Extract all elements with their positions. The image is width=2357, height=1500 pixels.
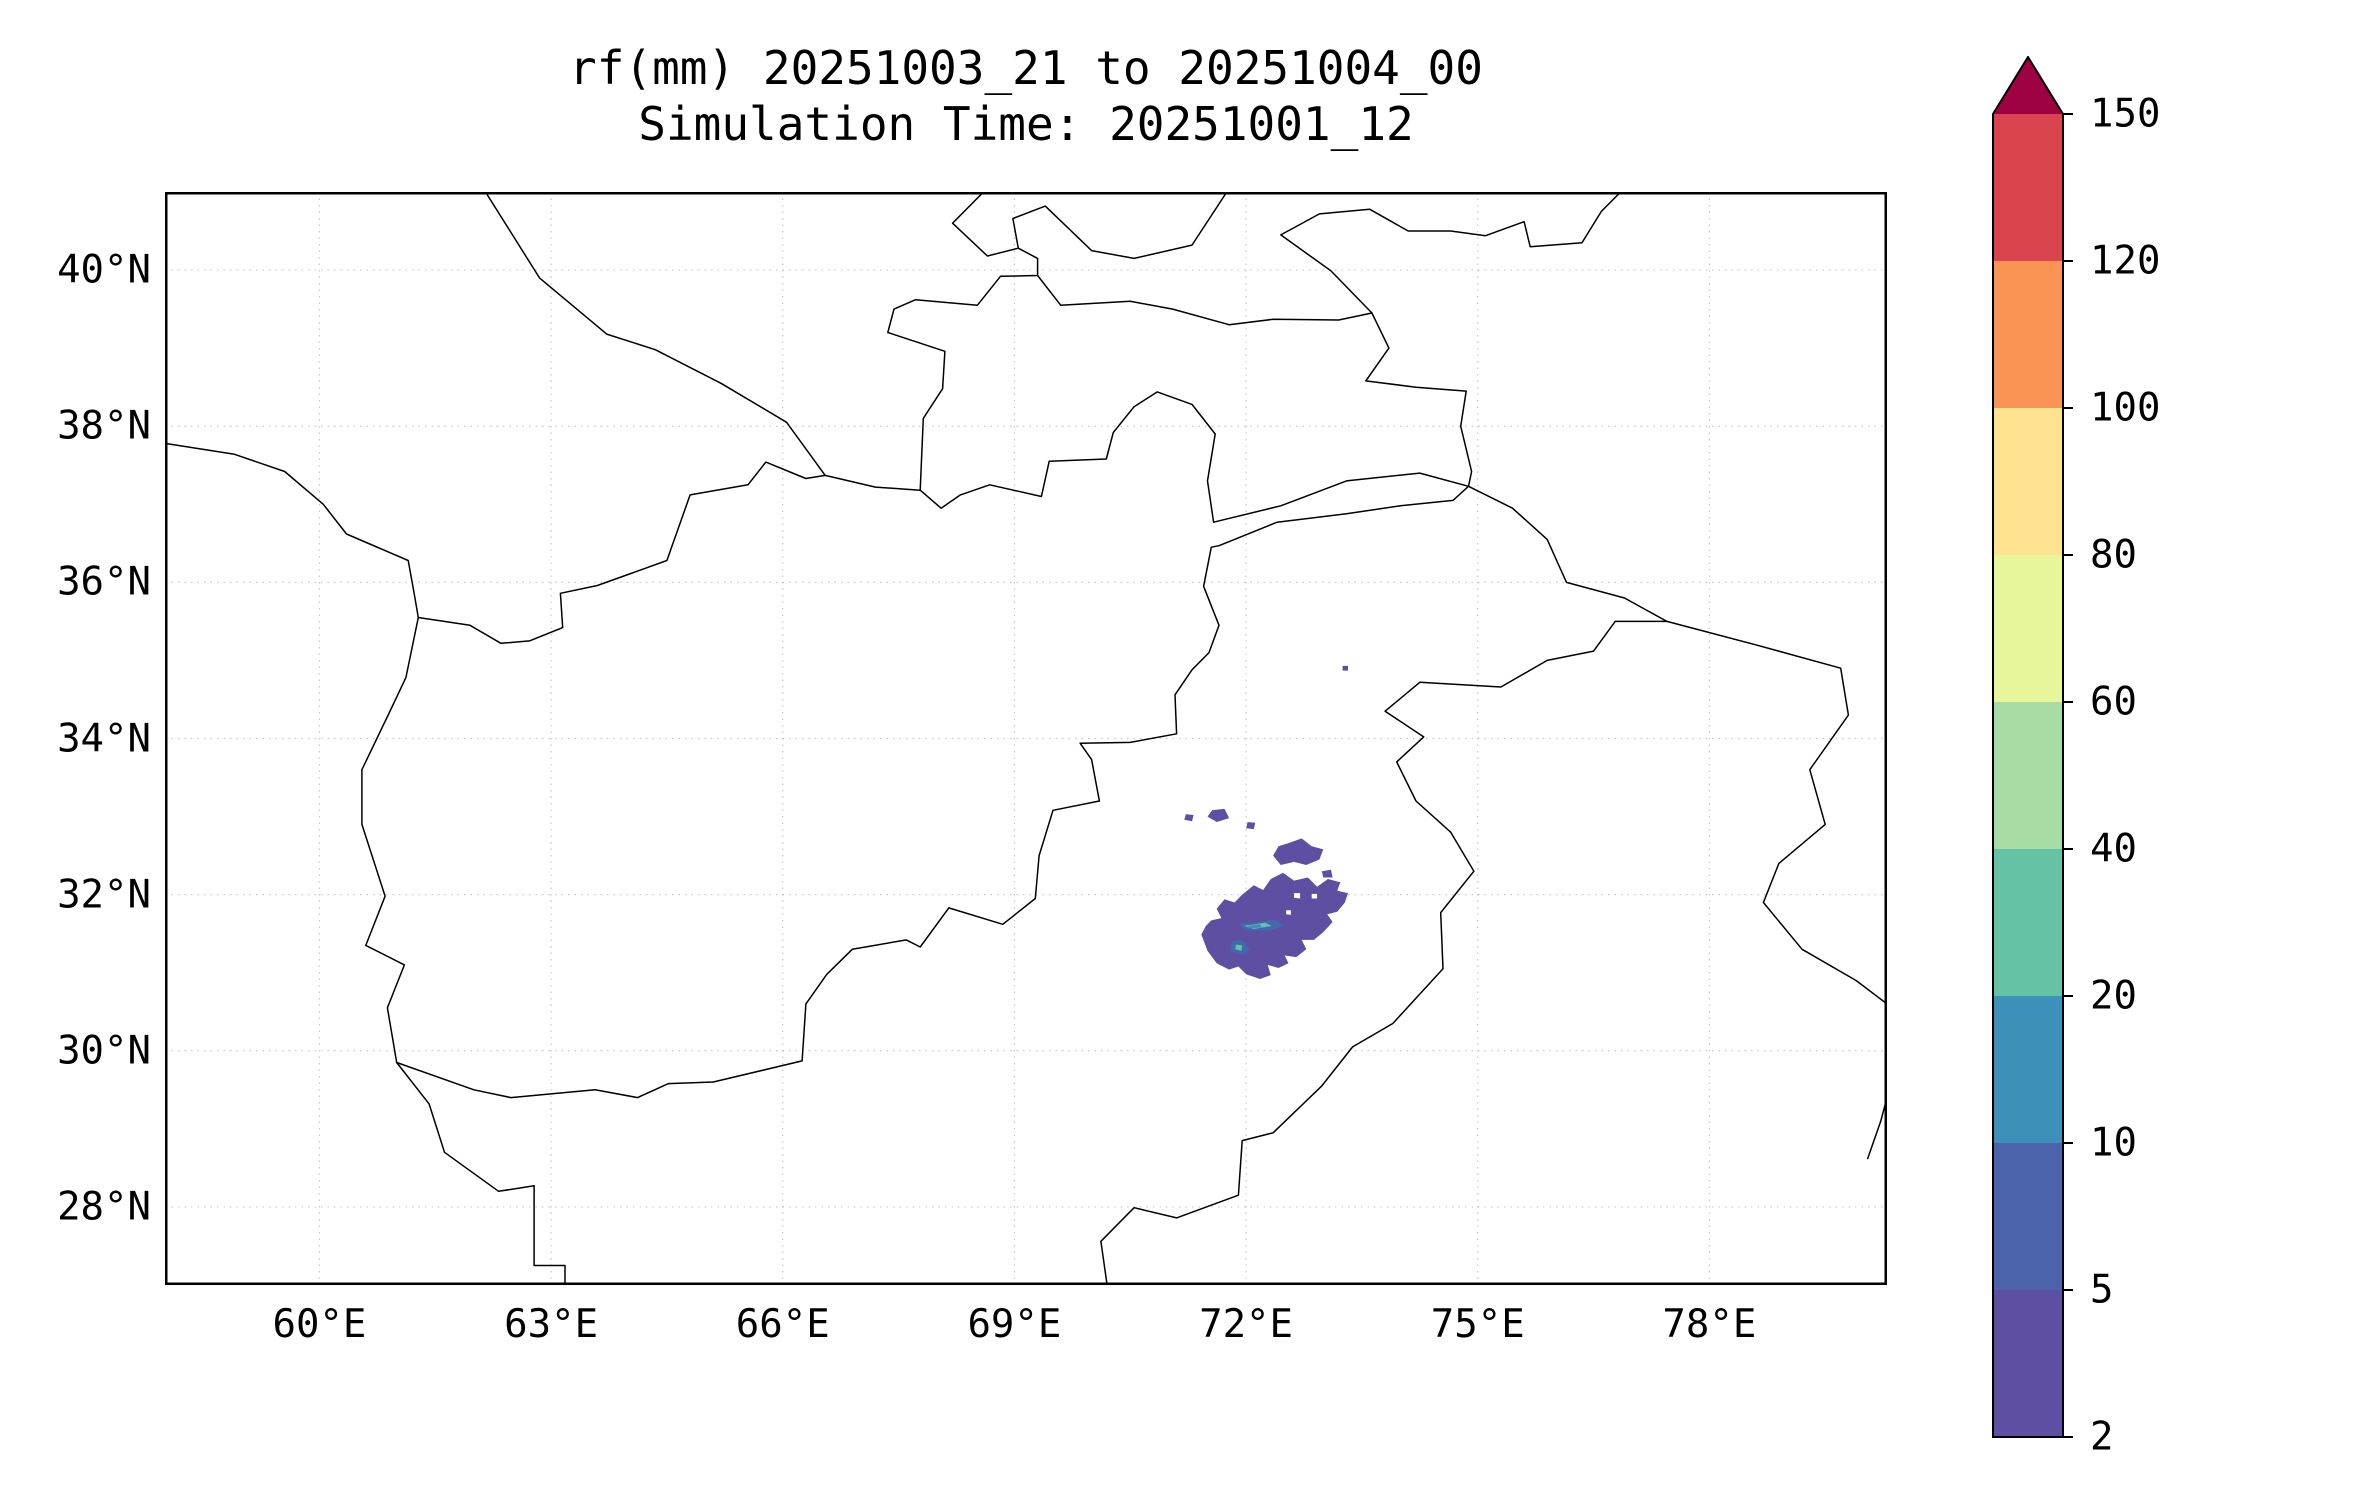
rainfall-contour — [1273, 838, 1324, 865]
colorbar — [1992, 56, 2073, 1438]
rainfall-contour — [1247, 924, 1262, 929]
colorbar-segment — [1993, 555, 2063, 702]
x-tick-label: 75°E — [1430, 1302, 1525, 1347]
rainfall-contour — [1311, 893, 1318, 899]
border-kashmir-line-of-control — [1384, 620, 1668, 833]
colorbar-tick-label: 60 — [2090, 679, 2137, 725]
colorbar-segment — [1993, 1290, 2063, 1437]
colorbar-tick-label: 2 — [2090, 1414, 2114, 1460]
border-tajikistan-china — [1365, 312, 1473, 488]
border-afghanistan-pakistan — [395, 485, 1470, 1099]
y-tick-label: 36°N — [57, 559, 151, 605]
rainfall-contour — [1184, 814, 1194, 822]
x-tick-label: 60°E — [272, 1302, 367, 1347]
rainfall-contour — [1246, 822, 1256, 830]
y-tick-label: 40°N — [57, 247, 151, 293]
border-india-pakistan — [1100, 831, 1475, 1285]
plot-title: rf(mm) 20251003_21 to 20251004_00 — [569, 41, 1483, 95]
border-india-nepal — [1866, 1096, 1887, 1160]
colorbar-tick-label: 80 — [2090, 532, 2137, 578]
border-uzbekistan-tajikistan — [887, 192, 1039, 491]
colorbar-tick-label: 40 — [2090, 826, 2137, 872]
border-turkmenistan-uzbekistan — [484, 192, 826, 477]
border-iran-pakistan — [395, 1061, 566, 1285]
colorbar-segment — [1993, 702, 2063, 849]
border-iran-turkmenistan — [165, 442, 420, 619]
map-axes — [165, 192, 1887, 1285]
x-tick-label: 63°E — [504, 1302, 599, 1347]
colorbar-segment — [1993, 1143, 2063, 1290]
border-pakistan-china — [1467, 485, 1668, 623]
y-tick-label: 32°N — [57, 872, 151, 918]
plot-subtitle: Simulation Time: 20251001_12 — [638, 97, 1414, 151]
rainfall-contour — [1294, 893, 1301, 899]
border-kyrgyzstan-tajikistan-china — [1036, 192, 1622, 326]
y-tick-label: 30°N — [57, 1028, 151, 1074]
colorbar-segment — [1993, 996, 2063, 1143]
map-frame — [165, 192, 1887, 1285]
colorbar-tick-label: 150 — [2090, 91, 2161, 137]
colorbar-segment — [1993, 849, 2063, 996]
colorbar-tick-label: 100 — [2090, 385, 2161, 431]
colorbar-segment — [1993, 114, 2063, 261]
title-block: rf(mm) 20251003_21 to 20251004_00 Simula… — [165, 40, 1887, 152]
rainfall-contour — [1235, 944, 1243, 951]
border-turkmenistan-afghanistan — [417, 461, 826, 645]
border-iran-afghanistan — [361, 616, 420, 1064]
colorbar-outline — [1992, 56, 2064, 1438]
border-afghanistan-north — [824, 391, 1470, 523]
x-tick-label: 69°E — [967, 1302, 1062, 1347]
rainfall-contour — [1207, 808, 1230, 822]
colorbar-segment — [1993, 408, 2063, 555]
colorbar-tick-label: 10 — [2090, 1120, 2137, 1166]
rainfall-contour — [1286, 910, 1291, 915]
border-fergana-valley-north — [1012, 192, 1228, 260]
colorbar-segment — [1993, 261, 2063, 408]
x-tick-label: 78°E — [1662, 1302, 1757, 1347]
y-tick-label: 34°N — [57, 716, 151, 761]
map-plot — [165, 192, 1887, 1285]
y-tick-label: 38°N — [57, 403, 151, 449]
border-india-china — [1666, 620, 1887, 1005]
y-tick-label: 28°N — [57, 1184, 151, 1230]
x-tick-label: 72°E — [1199, 1302, 1294, 1347]
colorbar-tick-label: 120 — [2090, 238, 2161, 284]
colorbar-over-arrow — [1993, 57, 2063, 114]
rainfall-contour — [1321, 869, 1333, 878]
colorbar-tick-label: 20 — [2090, 973, 2137, 1019]
x-tick-label: 66°E — [735, 1302, 830, 1347]
rainfall-contour — [1342, 665, 1348, 671]
colorbar-tick-label: 5 — [2090, 1267, 2114, 1313]
